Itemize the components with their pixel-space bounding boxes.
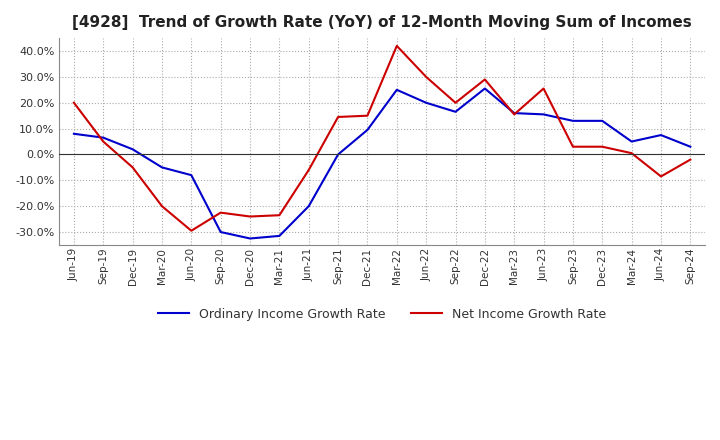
Ordinary Income Growth Rate bbox=[246, 236, 254, 241]
Net Income Growth Rate bbox=[334, 114, 343, 120]
Ordinary Income Growth Rate bbox=[627, 139, 636, 144]
Net Income Growth Rate bbox=[539, 86, 548, 91]
Ordinary Income Growth Rate bbox=[70, 131, 78, 136]
Net Income Growth Rate bbox=[305, 167, 313, 172]
Ordinary Income Growth Rate bbox=[334, 152, 343, 157]
Net Income Growth Rate bbox=[187, 228, 196, 233]
Ordinary Income Growth Rate bbox=[539, 112, 548, 117]
Ordinary Income Growth Rate bbox=[598, 118, 606, 124]
Ordinary Income Growth Rate bbox=[686, 144, 695, 149]
Ordinary Income Growth Rate bbox=[392, 87, 401, 92]
Net Income Growth Rate bbox=[627, 150, 636, 156]
Title: [4928]  Trend of Growth Rate (YoY) of 12-Month Moving Sum of Incomes: [4928] Trend of Growth Rate (YoY) of 12-… bbox=[72, 15, 692, 30]
Ordinary Income Growth Rate bbox=[363, 127, 372, 132]
Ordinary Income Growth Rate bbox=[128, 147, 137, 152]
Ordinary Income Growth Rate bbox=[187, 172, 196, 178]
Ordinary Income Growth Rate bbox=[275, 233, 284, 238]
Ordinary Income Growth Rate bbox=[569, 118, 577, 124]
Net Income Growth Rate bbox=[363, 113, 372, 118]
Ordinary Income Growth Rate bbox=[451, 109, 460, 114]
Ordinary Income Growth Rate bbox=[99, 135, 107, 140]
Net Income Growth Rate bbox=[686, 157, 695, 162]
Net Income Growth Rate bbox=[480, 77, 489, 82]
Legend: Ordinary Income Growth Rate, Net Income Growth Rate: Ordinary Income Growth Rate, Net Income … bbox=[153, 303, 611, 326]
Ordinary Income Growth Rate bbox=[158, 165, 166, 170]
Ordinary Income Growth Rate bbox=[510, 110, 518, 116]
Line: Ordinary Income Growth Rate: Ordinary Income Growth Rate bbox=[74, 88, 690, 238]
Net Income Growth Rate bbox=[275, 213, 284, 218]
Net Income Growth Rate bbox=[216, 210, 225, 215]
Ordinary Income Growth Rate bbox=[216, 229, 225, 235]
Net Income Growth Rate bbox=[128, 165, 137, 170]
Ordinary Income Growth Rate bbox=[305, 204, 313, 209]
Net Income Growth Rate bbox=[99, 139, 107, 144]
Ordinary Income Growth Rate bbox=[480, 86, 489, 91]
Net Income Growth Rate bbox=[569, 144, 577, 149]
Net Income Growth Rate bbox=[158, 204, 166, 209]
Net Income Growth Rate bbox=[451, 100, 460, 106]
Line: Net Income Growth Rate: Net Income Growth Rate bbox=[74, 46, 690, 231]
Net Income Growth Rate bbox=[246, 214, 254, 219]
Net Income Growth Rate bbox=[392, 43, 401, 48]
Net Income Growth Rate bbox=[657, 174, 665, 179]
Net Income Growth Rate bbox=[510, 112, 518, 117]
Net Income Growth Rate bbox=[422, 74, 431, 80]
Net Income Growth Rate bbox=[598, 144, 606, 149]
Net Income Growth Rate bbox=[70, 100, 78, 106]
Ordinary Income Growth Rate bbox=[422, 100, 431, 106]
Ordinary Income Growth Rate bbox=[657, 132, 665, 138]
